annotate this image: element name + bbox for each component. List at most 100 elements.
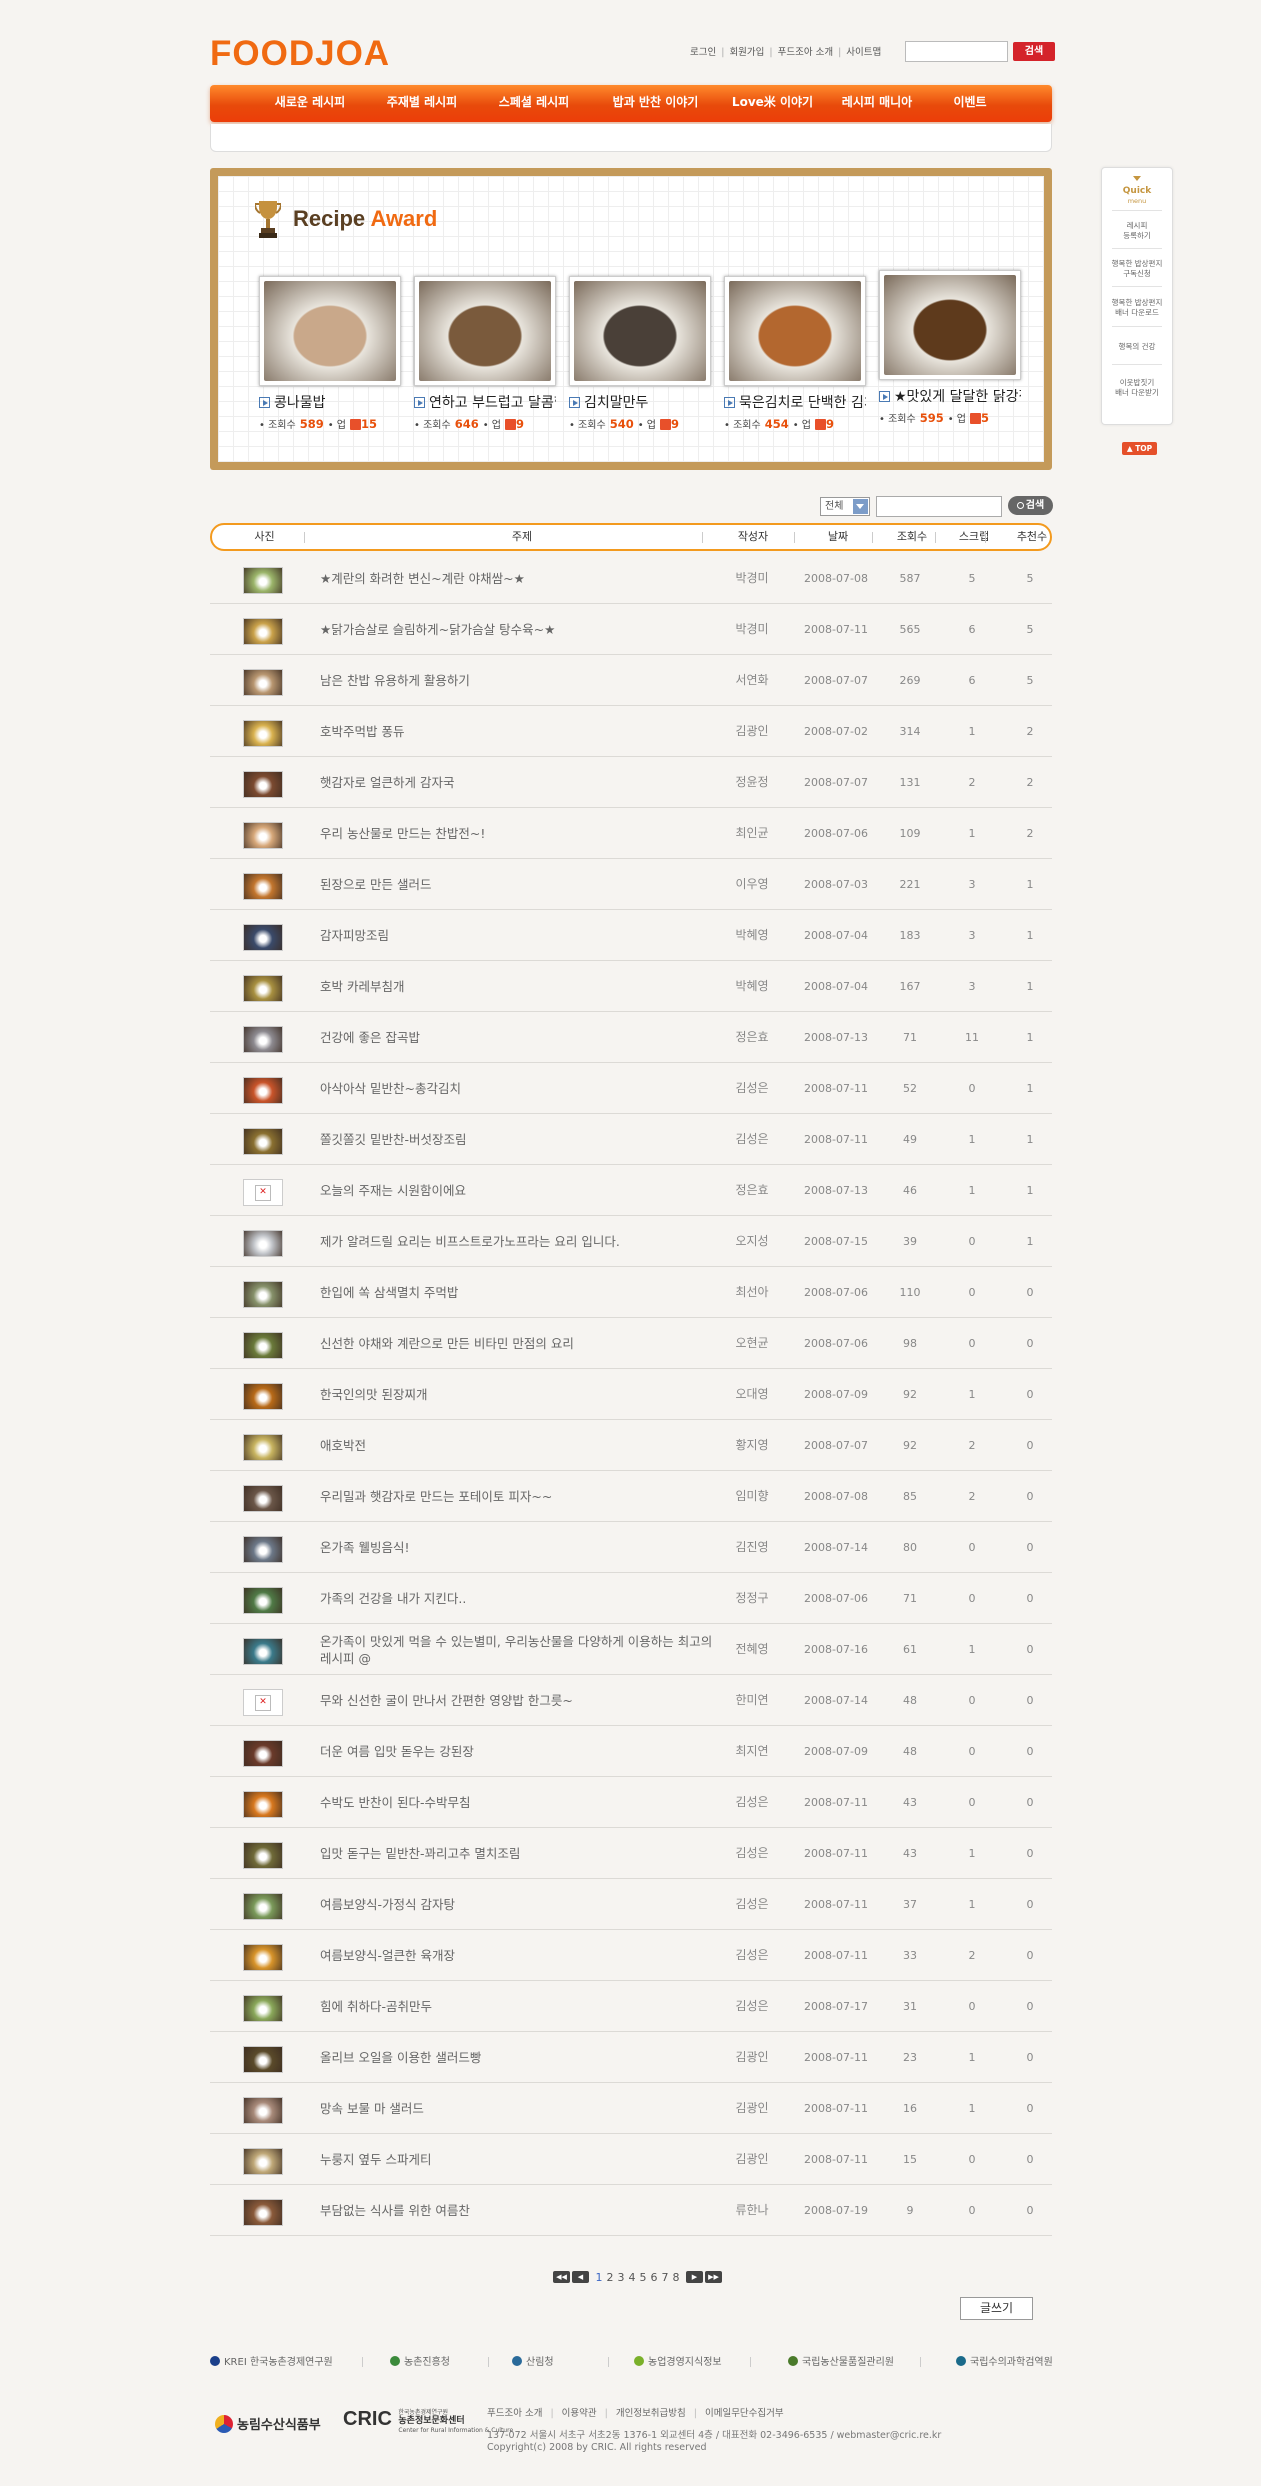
award-photo[interactable] [264,281,396,381]
award-photo-frame[interactable] [879,270,1021,380]
award-photo-frame[interactable] [414,276,556,386]
login-link[interactable]: 로그인 [690,47,717,58]
table-row[interactable]: 여름보양식-얼큰한 육개장 김성은 2008-07-11 33 2 0 [210,1930,1052,1981]
table-row[interactable]: 쫄깃쫄깃 밑반찬-버섯장조림 김성은 2008-07-11 49 1 1 [210,1114,1052,1165]
top-search-button[interactable]: 검색 [1013,42,1055,61]
recipe-subject-link[interactable]: 남은 찬밥 유용하게 활용하기 [320,673,470,688]
table-row[interactable]: 누룽지 옆두 스파게티 김광인 2008-07-11 15 0 0 [210,2134,1052,2185]
recipe-thumbnail[interactable] [243,1893,283,1920]
table-row[interactable]: 신선한 야채와 계란으로 만든 비타민 만점의 요리 오현균 2008-07-06 9… [210,1318,1052,1369]
table-row[interactable]: 남은 찬밥 유용하게 활용하기 서연화 2008-07-07 269 6 5 [210,655,1052,706]
table-row[interactable]: ★계란의 화려한 변신~계란 야채쌈~★ 박경미 2008-07-08 587 5 5 [210,553,1052,604]
search-category-select[interactable]: 전체 [820,497,870,516]
recipe-thumbnail[interactable] [243,1995,283,2022]
recipe-subject-link[interactable]: 아삭아삭 밑반찬~총각김치 [320,1081,461,1096]
award-photo[interactable] [884,275,1016,375]
nav-rice-side-dishes[interactable]: 밥과 반찬 이야기 [612,95,699,109]
board-search-button[interactable]: 검색 [1008,496,1053,515]
table-row[interactable]: 가족의 건강을 내가 지킨다.. 정정구 2008-07-06 71 0 0 [210,1573,1052,1624]
recipe-thumbnail[interactable] [243,1944,283,1971]
nav-ingredient-recipes[interactable]: 주재별 레시피 [386,95,458,109]
table-row[interactable]: 망속 보물 마 샐러드 김광인 2008-07-11 16 1 0 [210,2083,1052,2134]
recipe-subject-link[interactable]: 우리밀과 햇감자로 만드는 포테이토 피자~~ [320,1489,553,1504]
recipe-subject-link[interactable]: 올리브 오일을 이용한 샐러드빵 [320,2050,482,2065]
broken-image-icon[interactable] [243,1179,283,1206]
partner-nvrqs[interactable]: 국립수의과학검역원 [956,2353,1053,2368]
recipe-subject-link[interactable]: 힘에 취하다-곰취만두 [320,1999,432,2014]
scroll-top-button[interactable]: ▲ TOP [1122,442,1157,455]
recipe-subject-link[interactable]: 한국인의맛 된장찌개 [320,1387,428,1402]
table-row[interactable]: ★닭가슴살로 슬림하게~닭가슴살 탕수육~★ 박경미 2008-07-11 565 6 5 [210,604,1052,655]
broken-image-icon[interactable] [243,1689,283,1716]
recipe-thumbnail[interactable] [243,1077,283,1104]
recipe-subject-link[interactable]: 가족의 건강을 내가 지킨다.. [320,1591,467,1606]
recipe-subject-link[interactable]: 오늘의 주재는 시원함이에요 [320,1183,466,1198]
footer-about-link[interactable]: 푸드조아 소개 [487,2408,543,2419]
sitemap-link[interactable]: 사이트맵 [846,47,882,58]
recipe-thumbnail[interactable] [243,1791,283,1818]
recipe-thumbnail[interactable] [243,873,283,900]
footer-email-policy-link[interactable]: 이메일무단수집거부 [704,2408,784,2419]
table-row[interactable]: 햇감자로 얼큰하게 감자국 정윤정 2008-07-07 131 2 2 [210,757,1052,808]
recipe-subject-link[interactable]: 애호박전 [320,1438,367,1453]
write-button[interactable]: 글쓰기 [960,2297,1033,2320]
recipe-thumbnail[interactable] [243,618,283,645]
signup-link[interactable]: 회원가입 [729,47,765,58]
quick-subscribe-letter[interactable]: 행복한 밥상편지 구독신청 [1111,259,1163,278]
recipe-subject-link[interactable]: 여름보양식-가정식 감자탕 [320,1897,455,1912]
recipe-subject-link[interactable]: 망속 보물 마 샐러드 [320,2101,424,2116]
footer-terms-link[interactable]: 이용약관 [561,2408,597,2419]
recipe-thumbnail[interactable] [243,1332,283,1359]
table-row[interactable]: 아삭아삭 밑반찬~총각김치 김성은 2008-07-11 52 0 1 [210,1063,1052,1114]
page-5[interactable]: 5 [639,2270,647,2284]
partner-krei[interactable]: KREI 한국농촌경제연구원 [210,2353,333,2368]
nav-new-recipes[interactable]: 새로운 레시피 [274,95,346,109]
partner-agrix[interactable]: 농업경영지식정보 [634,2353,722,2368]
recipe-subject-link[interactable]: 온가족이 맛있게 먹을 수 있는별미, 우리농산물을 다양하게 이용하는 최고의… [320,1633,713,1666]
last-page-button[interactable]: ▶▶ [705,2271,722,2283]
award-recipe-title[interactable]: 김치말만두 [569,392,711,412]
recipe-thumbnail[interactable] [243,1434,283,1461]
recipe-subject-link[interactable]: 건강에 좋은 잡곡밥 [320,1030,420,1045]
table-row[interactable]: 더운 여름 입맛 돋우는 강된장 최지연 2008-07-09 48 0 0 [210,1726,1052,1777]
table-row[interactable]: 한입에 쏙 삼색멸치 주먹밥 최선아 2008-07-06 110 0 0 [210,1267,1052,1318]
partner-rda[interactable]: 농촌진흥청 [390,2353,450,2368]
award-photo[interactable] [574,281,706,381]
recipe-thumbnail[interactable] [243,1281,283,1308]
board-search-input[interactable] [876,496,1002,517]
recipe-subject-link[interactable]: 온가족 웰빙음식! [320,1540,410,1555]
page-8[interactable]: 8 [672,2270,680,2284]
award-recipe-title[interactable]: 콩나물밥 [259,392,401,412]
recipe-subject-link[interactable]: ★닭가슴살로 슬림하게~닭가슴살 탕수육~★ [320,622,556,637]
recipe-thumbnail[interactable] [243,822,283,849]
recipe-thumbnail[interactable] [243,924,283,951]
page-6[interactable]: 6 [650,2270,658,2284]
table-row[interactable]: 한국인의맛 된장찌개 오대영 2008-07-09 92 1 0 [210,1369,1052,1420]
page-7[interactable]: 7 [661,2270,669,2284]
partner-forest-service[interactable]: 산림청 [512,2353,554,2368]
recipe-thumbnail[interactable] [243,1383,283,1410]
table-row[interactable]: 우리 농산물로 만드는 찬밥전~! 최인균 2008-07-06 109 1 2 [210,808,1052,859]
table-row[interactable]: 온가족 웰빙음식! 김진영 2008-07-14 80 0 0 [210,1522,1052,1573]
foodjoa-logo[interactable]: FOODJOA [210,34,391,73]
table-row[interactable]: 부담없는 식사를 위한 여름찬 류한나 2008-07-19 9 0 0 [210,2185,1052,2236]
recipe-thumbnail[interactable] [243,1587,283,1614]
table-row[interactable]: 온가족이 맛있게 먹을 수 있는별미, 우리농산물을 다양하게 이용하는 최고의… [210,1624,1052,1675]
award-photo-frame[interactable] [724,276,866,386]
award-recipe-title[interactable]: 묵은김치로 단백한 김치찌개 [724,392,866,412]
page-3[interactable]: 3 [617,2270,625,2284]
table-row[interactable]: 감자피망조림 박혜영 2008-07-04 183 3 1 [210,910,1052,961]
recipe-thumbnail[interactable] [243,975,283,1002]
recipe-thumbnail[interactable] [243,2199,283,2226]
table-row[interactable]: 제가 알려드릴 요리는 비프스트로가노프라는 요리 입니다. 오지성 2008-07… [210,1216,1052,1267]
recipe-subject-link[interactable]: 입맛 돋구는 밑반찬-꽈리고추 멸치조림 [320,1846,521,1861]
quick-neighbor-banner[interactable]: 이웃밥짓기 배너 다운받기 [1115,378,1159,397]
recipe-thumbnail[interactable] [243,1026,283,1053]
table-row[interactable]: 우리밀과 햇감자로 만드는 포테이토 피자~~ 임미향 2008-07-08 85 2 0 [210,1471,1052,1522]
recipe-subject-link[interactable]: 된장으로 만든 샐러드 [320,877,432,892]
recipe-subject-link[interactable]: 호박 카레부침개 [320,979,405,994]
first-page-button[interactable]: ◀◀ [553,2271,570,2283]
award-photo[interactable] [729,281,861,381]
